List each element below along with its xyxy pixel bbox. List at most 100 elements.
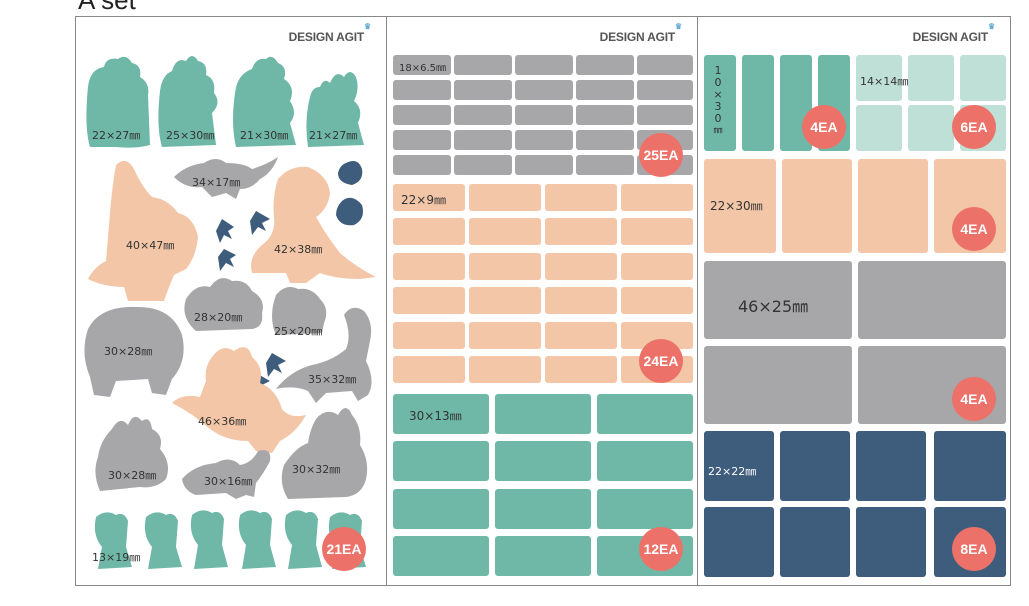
sticker-sheet-dinosaurs: DESIGN AGIT ♛	[75, 16, 387, 586]
peach-label	[621, 218, 693, 245]
small-square-label	[908, 55, 954, 101]
peach-label	[393, 322, 465, 349]
size-label: 28×20㎜	[194, 311, 243, 324]
grey-label	[515, 80, 573, 100]
grey-label	[393, 130, 451, 150]
label-char: 0	[714, 76, 722, 89]
label-char: ×	[713, 88, 723, 101]
label-char: 0	[714, 112, 722, 125]
dino-sticker-2	[158, 56, 218, 147]
small-square-label	[960, 55, 1006, 101]
size-label: 30×28㎜	[104, 345, 153, 358]
label-char: 3	[714, 100, 722, 113]
size-label: 35×32㎜	[308, 373, 357, 386]
footprint-3	[216, 219, 234, 243]
count-badge: 12EA	[639, 527, 683, 571]
vertical-size-label: 1 0 × 3 0 ㎜	[708, 65, 728, 137]
grey-label	[393, 105, 451, 125]
mini-sticker-5	[284, 510, 322, 569]
dino-sticker-peach-large	[88, 160, 198, 301]
peach-block-label	[782, 159, 852, 253]
footprint-5	[218, 249, 236, 271]
brand-logo: DESIGN AGIT ♛	[600, 22, 683, 44]
peach-label	[545, 253, 617, 280]
navy-square-label	[704, 507, 774, 577]
peach-label	[545, 184, 617, 211]
dino-sticker-4	[306, 72, 364, 147]
page-heading: A set	[78, 0, 136, 15]
peach-label	[469, 322, 541, 349]
grey-label	[637, 80, 693, 100]
grey-label	[576, 155, 634, 175]
dino-sticker-grey-25x20	[272, 287, 327, 335]
size-label: 18×6.5㎜	[399, 63, 447, 74]
teal-label	[495, 394, 591, 434]
peach-label	[393, 184, 465, 211]
teal-label	[393, 394, 489, 434]
grey-label	[393, 55, 451, 75]
size-label: 46×25㎜	[738, 297, 809, 316]
size-label: 21×30㎜	[240, 129, 289, 142]
dino-sticker-grey-30x32	[281, 408, 368, 499]
grey-label	[576, 80, 634, 100]
size-label: 46×36㎜	[198, 415, 247, 428]
crown-icon: ♛	[364, 22, 371, 31]
dino-sticker-grey-small	[174, 157, 278, 199]
sticker-sheet-rectangles: DESIGN AGIT ♛ 18×6.5㎜ 25EA	[386, 16, 698, 586]
dino-sticker-grey-30x28	[84, 306, 184, 397]
size-label: 14×14㎜	[860, 75, 909, 88]
size-label: 30×13㎜	[409, 409, 462, 423]
grey-block-label	[704, 346, 852, 424]
teal-label	[495, 441, 591, 481]
sticker-sheet-blocks: DESIGN AGIT ♛ 1 0 × 3 0 ㎜ 4EA 14×14㎜ 6EA …	[697, 16, 1011, 586]
grey-block-label	[704, 261, 852, 339]
grey-label	[454, 155, 512, 175]
small-square-label	[856, 105, 902, 151]
size-label: 25×20㎜	[274, 325, 323, 338]
count-badge: 24EA	[639, 339, 683, 383]
peach-label	[621, 253, 693, 280]
count-badge: 4EA	[802, 105, 846, 149]
brand-logo: DESIGN AGIT ♛	[913, 22, 996, 44]
size-label: 22×9㎜	[401, 193, 446, 207]
dino-sticker-peach-46x36	[172, 347, 306, 453]
peach-label	[545, 322, 617, 349]
count-badge: 6EA	[952, 105, 996, 149]
dino-sticker-grey-spiky	[95, 416, 168, 491]
peach-label	[545, 287, 617, 314]
grey-label	[637, 55, 693, 75]
peach-label	[393, 253, 465, 280]
size-label: 21×27㎜	[309, 129, 358, 142]
dino-sticker-grey-longneck	[276, 307, 372, 403]
grey-label	[576, 105, 634, 125]
peach-label	[469, 184, 541, 211]
size-label: 34×17㎜	[192, 176, 241, 189]
dinosaur-stickers-art	[84, 56, 376, 569]
footprint-1	[338, 161, 363, 185]
teal-label	[597, 441, 693, 481]
size-label: 30×16㎜	[204, 475, 253, 488]
peach-label	[469, 253, 541, 280]
grey-label	[454, 80, 512, 100]
footprint-2	[336, 197, 363, 226]
mini-sticker-3	[190, 510, 228, 569]
navy-square-label	[856, 431, 926, 501]
dino-sticker-peach-medium	[251, 166, 376, 283]
small-square-label	[856, 55, 902, 101]
count-badge: 25EA	[639, 133, 683, 177]
footprint-4	[250, 211, 270, 235]
size-label: 13×19㎜	[92, 551, 141, 564]
teal-label	[393, 441, 489, 481]
navy-square-label	[780, 431, 850, 501]
navy-square-label	[856, 507, 926, 577]
label-char: ㎜	[713, 126, 723, 136]
peach-block-label	[704, 159, 776, 253]
count-badge: 21EA	[322, 527, 366, 571]
peach-block-label	[858, 159, 928, 253]
count-badge: 4EA	[952, 377, 996, 421]
dino-sticker-3	[233, 56, 296, 147]
dino-sticker-grey-28x20	[184, 278, 263, 331]
grey-label	[515, 130, 573, 150]
crown-icon: ♛	[988, 22, 995, 31]
grey-label	[454, 105, 512, 125]
